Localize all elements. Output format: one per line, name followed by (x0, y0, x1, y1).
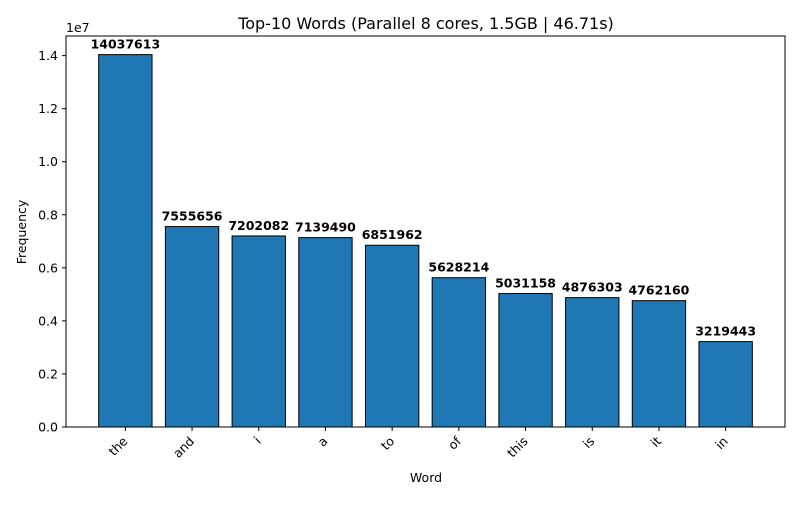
data-label-of: 5628214 (428, 260, 489, 275)
x-tick-label-to: to (378, 434, 397, 453)
data-label-in: 3219443 (695, 324, 756, 339)
y-axis-offset-label: 1e7 (66, 20, 90, 35)
x-tick-label-of: of (445, 433, 465, 453)
chart-title: Top-10 Words (Parallel 8 cores, 1.5GB | … (237, 14, 614, 33)
data-labels-group: 14037613 7555656 7202082 7139490 6851962 5628… (91, 37, 757, 339)
x-axis-label: Word (410, 470, 442, 485)
x-tick-label-it: it (648, 433, 665, 450)
data-label-it: 4762160 (628, 283, 689, 298)
x-tick-label-is: is (580, 434, 598, 452)
x-tick-label-this: this (504, 434, 531, 461)
data-label-and: 7555656 (162, 209, 223, 224)
x-axis-ticks: the and i a to of this is it in (105, 427, 731, 461)
plot-frame (65, 35, 786, 428)
bars-group (98, 54, 753, 428)
y-tick-label-0.2: 0.2 (38, 366, 58, 381)
y-tick-label-0.8: 0.8 (38, 207, 58, 222)
bar-this (498, 293, 553, 428)
x-tick-label-i: i (251, 434, 264, 447)
x-tick-label-a: a (315, 434, 331, 450)
data-label-i: 7202082 (228, 218, 289, 233)
bar-is (565, 297, 620, 428)
bar-of (431, 277, 487, 428)
bar-i (231, 235, 286, 428)
y-tick-label-1.4: 1.4 (38, 48, 58, 63)
x-tick-label-the: the (105, 433, 130, 458)
data-label-this: 5031158 (495, 276, 556, 291)
data-label-a: 7139490 (295, 220, 356, 235)
bar-a (298, 237, 353, 428)
bar-the (98, 54, 153, 428)
y-tick-label-0.0: 0.0 (38, 420, 58, 435)
y-axis-ticks: 0.0 0.2 0.4 0.6 0.8 1.0 1.2 1.4 (38, 48, 66, 435)
y-tick-label-1.0: 1.0 (38, 154, 58, 169)
x-tick-label-and: and (170, 434, 197, 461)
y-tick-label-1.2: 1.2 (38, 101, 58, 116)
data-label-the: 14037613 (91, 37, 161, 52)
bar-to (364, 244, 420, 428)
y-axis-label: Frequency (14, 199, 29, 264)
bar-in (698, 341, 753, 428)
x-tick-label-in: in (712, 434, 731, 453)
y-tick-label-0.6: 0.6 (38, 260, 58, 275)
data-label-is: 4876303 (562, 280, 623, 295)
bar-and (164, 226, 220, 428)
bar-it (631, 300, 687, 428)
y-tick-label-0.4: 0.4 (38, 313, 58, 328)
data-label-to: 6851962 (362, 227, 423, 242)
